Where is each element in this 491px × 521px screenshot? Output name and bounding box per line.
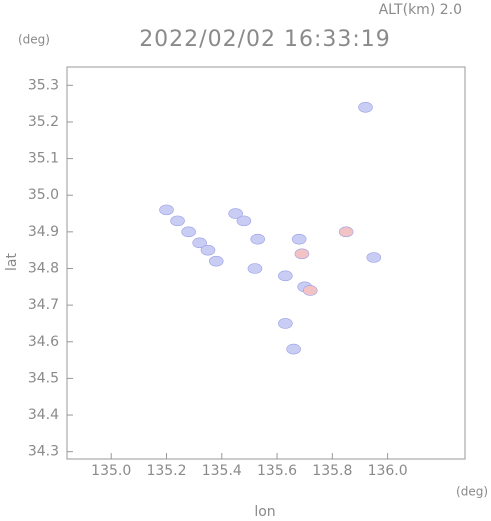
y-axis-label: lat bbox=[4, 253, 20, 271]
echo bbox=[366, 252, 382, 263]
y-tick-label: 34.8 bbox=[28, 260, 59, 276]
echo bbox=[228, 208, 243, 219]
echo bbox=[358, 101, 373, 113]
echo bbox=[200, 244, 216, 256]
y-tick-label: 34.9 bbox=[28, 224, 59, 240]
echo bbox=[278, 270, 293, 282]
echo bbox=[278, 318, 293, 329]
echo bbox=[338, 226, 354, 238]
plot-frame bbox=[66, 66, 466, 460]
x-tick-label: 135.4 bbox=[202, 463, 242, 479]
echo bbox=[291, 233, 307, 245]
echo bbox=[247, 263, 263, 274]
y-tick-label: 35.0 bbox=[28, 187, 59, 203]
echo bbox=[181, 226, 196, 238]
y-tick-label: 34.7 bbox=[28, 297, 59, 313]
y-tick-label: 34.5 bbox=[28, 370, 59, 386]
echo bbox=[286, 343, 301, 355]
echo bbox=[236, 215, 252, 227]
echo bbox=[170, 215, 185, 227]
echo bbox=[294, 248, 310, 260]
x-tick-label: 136.0 bbox=[368, 463, 408, 479]
x-tick-label: 135.2 bbox=[146, 463, 186, 479]
y-tick-label: 35.3 bbox=[28, 77, 59, 93]
y-tick-label: 34.4 bbox=[28, 407, 59, 423]
x-tick-label: 135.0 bbox=[91, 463, 131, 479]
y-tick-label: 34.6 bbox=[28, 334, 59, 350]
x-tick-label: 135.6 bbox=[257, 463, 297, 479]
y-tick-label: 34.3 bbox=[28, 444, 59, 460]
chart-title: 2022/02/02 16:33:19 bbox=[139, 27, 391, 52]
y-tick-label: 35.2 bbox=[28, 114, 59, 130]
y-unit: (deg) bbox=[18, 33, 50, 47]
x-axis-label: lon bbox=[254, 504, 275, 520]
echo bbox=[208, 255, 224, 267]
echo bbox=[250, 233, 266, 245]
echo bbox=[159, 204, 174, 216]
altitude-label: ALT(km) 2.0 bbox=[379, 2, 462, 18]
y-tick-label: 35.1 bbox=[28, 151, 59, 167]
echo bbox=[192, 237, 207, 249]
x-unit: (deg) bbox=[456, 485, 488, 499]
x-tick-label: 135.8 bbox=[312, 463, 352, 479]
echo bbox=[302, 285, 318, 296]
